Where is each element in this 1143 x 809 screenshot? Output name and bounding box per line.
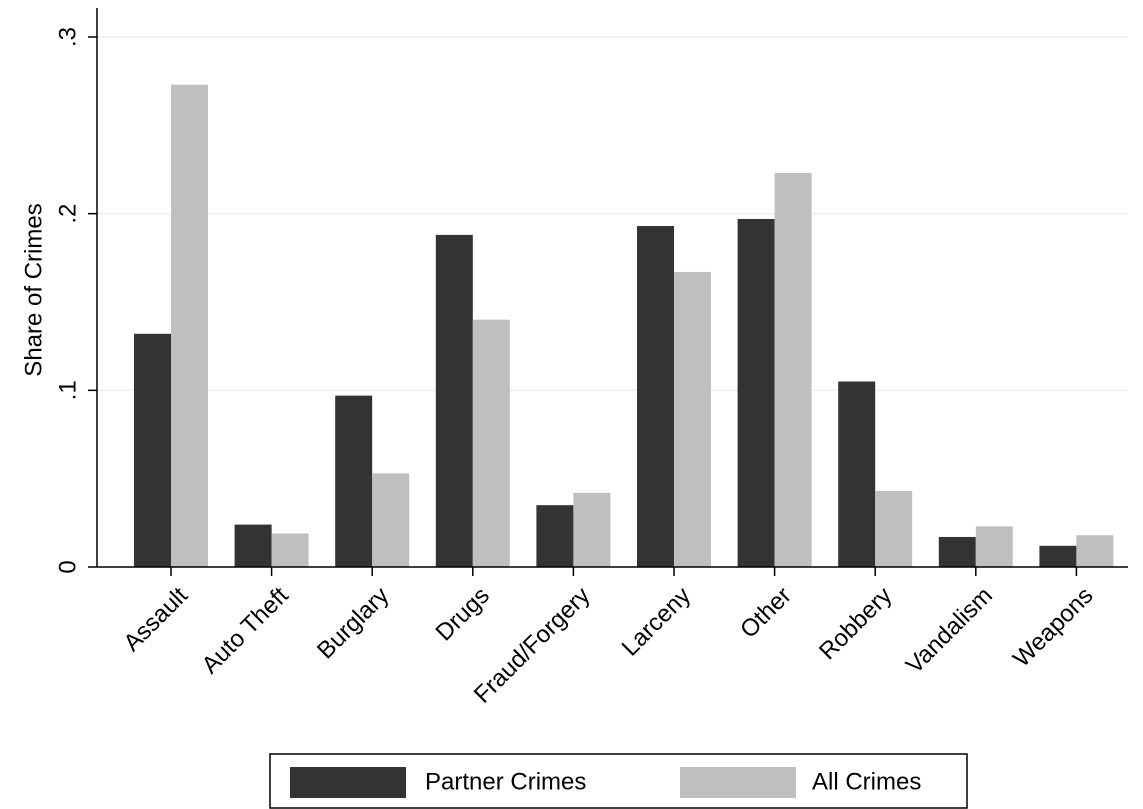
bar-partner-crimes — [1039, 545, 1077, 567]
legend-swatch — [680, 767, 796, 798]
legend: Partner Crimes All Crimes — [269, 753, 968, 809]
bar-partner-crimes — [737, 218, 775, 567]
bar-partner-crimes — [838, 381, 876, 567]
bar-partner-crimes — [335, 395, 373, 567]
bar-all-crimes — [472, 319, 510, 567]
bar-all-crimes — [875, 491, 913, 567]
x-tick-label: Assault — [118, 582, 193, 657]
bar-all-crimes — [573, 492, 611, 567]
x-tick-label: Other — [735, 582, 797, 644]
y-ticks: 0 .1 .2 .3 — [54, 27, 97, 574]
axes — [96, 8, 1128, 568]
bar-all-crimes — [372, 473, 410, 567]
y-tick-label: 0 — [54, 560, 81, 573]
x-tick-label: Weapons — [1008, 582, 1098, 672]
y-tick-label: .3 — [54, 27, 81, 47]
y-tick-label: .2 — [54, 204, 81, 224]
bar-all-crimes — [774, 173, 812, 568]
bar-partner-crimes — [134, 333, 171, 567]
bar-partner-crimes — [536, 505, 574, 567]
bar-partner-crimes — [938, 536, 976, 567]
bars — [134, 84, 1114, 568]
bar-all-crimes — [975, 526, 1013, 567]
bar-all-crimes — [1076, 535, 1114, 567]
x-ticks: Assault Auto Theft Burglary DrugsFraud/Forg… — [118, 567, 1099, 709]
x-tick-label: Vandalism — [901, 582, 998, 679]
y-axis-title: Share of Crimes — [20, 203, 47, 376]
y-tick-label: .1 — [54, 380, 81, 400]
x-tick-label: Burglary — [312, 582, 394, 664]
gridlines — [97, 36, 1128, 392]
bar-partner-crimes — [234, 524, 272, 567]
legend-label: Partner Crimes — [425, 768, 586, 795]
bar-partner-crimes — [435, 234, 473, 567]
bar-all-crimes — [271, 533, 309, 567]
x-tick-label: Robbery — [814, 582, 897, 665]
legend-label: All Crimes — [812, 768, 921, 795]
bar-all-crimes — [171, 84, 208, 567]
legend-swatch — [290, 767, 406, 798]
x-tick-label: Auto Theft — [197, 582, 294, 679]
bar-partner-crimes — [637, 226, 674, 568]
bar-all-crimes — [674, 271, 711, 567]
x-tick-label: Larceny — [617, 582, 696, 661]
x-tick-label: Drugs — [431, 582, 495, 646]
